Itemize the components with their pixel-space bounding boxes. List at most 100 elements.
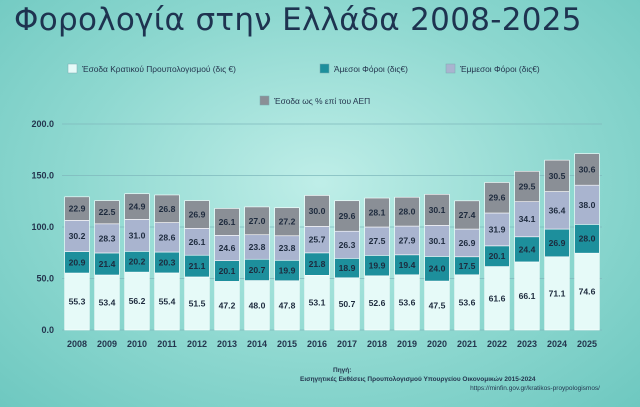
source-text: Εισηγητικές Εκθέσεις Προυπολογισμού Υπου… bbox=[300, 376, 536, 383]
bar-2019-series-4 bbox=[394, 196, 420, 227]
data-label: 53.6 bbox=[459, 297, 476, 307]
data-label: 26.9 bbox=[189, 209, 206, 219]
x-tick-label: 2015 bbox=[277, 339, 297, 349]
y-axis: 0.0 50.0 100.0 150.0 200.0 bbox=[31, 119, 54, 335]
x-tick-label: 2011 bbox=[157, 339, 177, 349]
bar-2010-series-1 bbox=[124, 271, 150, 331]
data-label: 22.5 bbox=[99, 207, 116, 217]
data-label: 51.5 bbox=[189, 298, 206, 308]
source-note: Πηγή: Εισηγητικές Εκθέσεις Προυπολογισμο… bbox=[300, 366, 600, 393]
bar-2020-series-3 bbox=[424, 225, 450, 257]
bar-2021-series-1 bbox=[454, 274, 480, 331]
data-label: 24.9 bbox=[129, 202, 146, 212]
bar-2009-series-1 bbox=[94, 274, 120, 331]
data-label: 23.8 bbox=[249, 242, 266, 252]
x-tick-label: 2024 bbox=[547, 339, 567, 349]
bar-2023-series-2 bbox=[514, 236, 540, 263]
data-label: 66.1 bbox=[519, 291, 536, 301]
bar-2009-series-3 bbox=[94, 223, 120, 254]
legend: Έσοδα Κρατικού Προυπολογισμού (δις €) Άμε… bbox=[67, 63, 540, 106]
bar-2022-series-1 bbox=[484, 266, 510, 331]
data-label: 21.1 bbox=[189, 261, 206, 271]
chart-title: Φορολογία στην Ελλάδα 2008-2025 bbox=[14, 2, 582, 38]
x-tick-label: 2013 bbox=[217, 339, 237, 349]
data-label: 28.3 bbox=[99, 233, 116, 243]
bar-2025-series-3 bbox=[574, 184, 600, 225]
x-tick-label: 2016 bbox=[307, 339, 327, 349]
legend-swatch-3 bbox=[445, 63, 456, 74]
bar-2014-series-4 bbox=[244, 206, 270, 236]
data-label: 34.1 bbox=[519, 214, 536, 224]
data-label: 56.2 bbox=[129, 296, 146, 306]
x-tick-label: 2014 bbox=[247, 339, 267, 349]
legend-label-3: Έμμεσοι Φόροι (δις€) bbox=[459, 64, 540, 74]
bar-2018-series-3 bbox=[364, 226, 390, 256]
data-label: 27.0 bbox=[249, 216, 266, 226]
gridlines bbox=[62, 123, 602, 331]
legend-label-1: Έσοδα Κρατικού Προυπολογισμού (δις €) bbox=[81, 64, 236, 74]
bar-2013-series-3 bbox=[214, 235, 240, 261]
x-tick-label: 2012 bbox=[187, 339, 207, 349]
bar-2023-series-1 bbox=[514, 261, 540, 331]
data-label: 18.9 bbox=[339, 263, 356, 273]
bar-2010-series-4 bbox=[124, 193, 150, 220]
y-tick-label: 50.0 bbox=[36, 274, 54, 284]
data-label: 55.3 bbox=[69, 297, 86, 307]
bar-2013-series-1 bbox=[214, 281, 240, 331]
data-label: 55.4 bbox=[159, 296, 176, 306]
data-label: 28.1 bbox=[369, 208, 386, 218]
data-label: 20.1 bbox=[489, 251, 506, 261]
x-tick-label: 2018 bbox=[367, 339, 387, 349]
legend-swatch-4 bbox=[259, 95, 270, 106]
bar-2019-series-1 bbox=[394, 274, 420, 331]
bar-2022-series-3 bbox=[484, 212, 510, 247]
bar-2012-series-4 bbox=[184, 200, 210, 229]
data-label: 30.5 bbox=[549, 171, 566, 181]
bar-2016-series-4 bbox=[304, 195, 330, 227]
bar-2008-series-1 bbox=[64, 272, 90, 331]
bar-2015-series-1 bbox=[274, 280, 300, 331]
data-label: 28.6 bbox=[159, 232, 176, 242]
bar-2014-series-3 bbox=[244, 234, 270, 260]
data-label: 26.8 bbox=[159, 204, 176, 214]
bar-2018-series-4 bbox=[364, 197, 390, 228]
data-label: 30.0 bbox=[309, 206, 326, 216]
data-label: 24.4 bbox=[519, 244, 536, 254]
bar-2020-series-1 bbox=[424, 280, 450, 331]
y-tick-label: 200.0 bbox=[31, 119, 54, 129]
data-label: 52.6 bbox=[369, 298, 386, 308]
data-label: 23.8 bbox=[279, 243, 296, 253]
x-tick-label: 2008 bbox=[67, 339, 87, 349]
legend-swatch-1 bbox=[67, 63, 78, 74]
data-label: 29.6 bbox=[489, 193, 506, 203]
x-tick-label: 2019 bbox=[397, 339, 417, 349]
data-label: 74.6 bbox=[579, 287, 596, 297]
data-label: 30.2 bbox=[69, 231, 86, 241]
bar-2016-series-1 bbox=[304, 275, 330, 331]
bar-2015-series-3 bbox=[274, 235, 300, 261]
data-label: 26.9 bbox=[549, 238, 566, 248]
data-label: 27.4 bbox=[459, 210, 476, 220]
data-label: 47.5 bbox=[429, 301, 446, 311]
data-label: 38.0 bbox=[579, 200, 596, 210]
data-label: 26.1 bbox=[189, 237, 206, 247]
data-label: 36.4 bbox=[549, 205, 566, 215]
data-label: 20.9 bbox=[69, 257, 86, 267]
x-axis: 2008 2009 2010 2011 2012 2013 2014 2015 2016 2017… bbox=[67, 339, 597, 349]
data-label: 20.1 bbox=[219, 266, 236, 276]
data-label: 17.5 bbox=[459, 261, 476, 271]
data-label: 27.5 bbox=[369, 236, 386, 246]
bar-2016-series-3 bbox=[304, 226, 330, 254]
bar-2024-series-3 bbox=[544, 191, 570, 230]
data-label: 53.4 bbox=[99, 297, 116, 307]
data-label: 30.1 bbox=[429, 236, 446, 246]
data-label: 25.7 bbox=[309, 235, 326, 245]
x-tick-label: 2009 bbox=[97, 339, 117, 349]
data-label: 30.6 bbox=[579, 164, 596, 174]
data-label: 19.9 bbox=[369, 261, 386, 271]
data-label: 31.0 bbox=[129, 230, 146, 240]
data-label: 31.9 bbox=[489, 224, 506, 234]
x-tick-label: 2023 bbox=[517, 339, 537, 349]
data-label: 61.6 bbox=[489, 293, 506, 303]
